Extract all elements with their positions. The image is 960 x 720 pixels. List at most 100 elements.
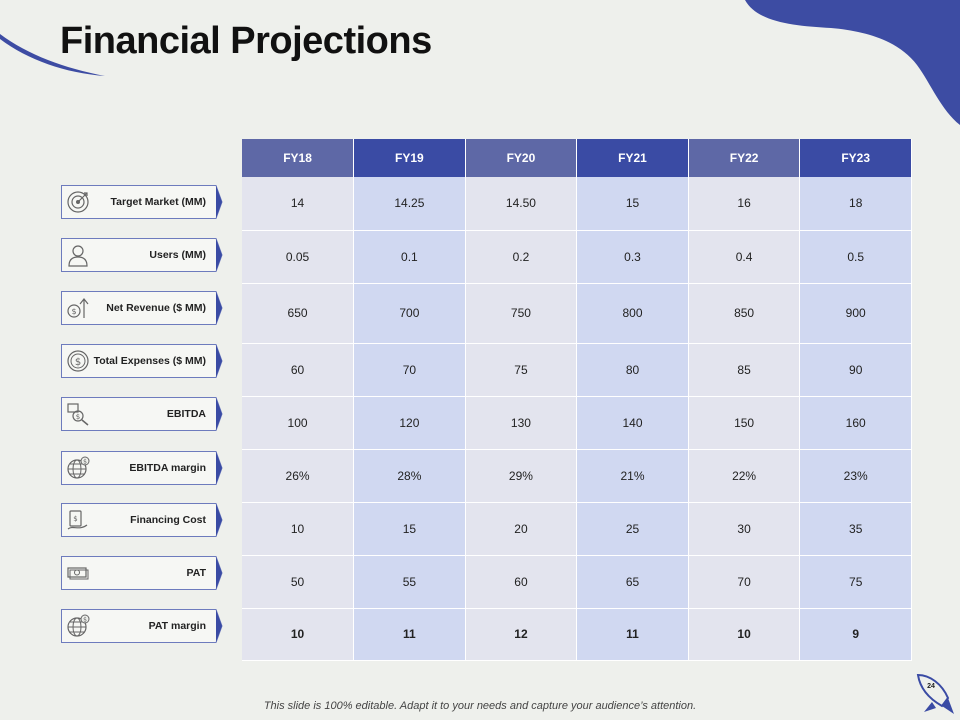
table-cell: 14.25 xyxy=(353,177,466,231)
financial-projections-table: FY18 FY19 FY20 FY21 FY22 FY23 14 14.25 1… xyxy=(242,139,912,661)
table-cell: 9 xyxy=(799,608,912,661)
table-cell: 14 xyxy=(242,177,355,231)
table-cell: 75 xyxy=(799,555,912,609)
table-row: 10 11 12 11 10 9 xyxy=(242,608,912,661)
row-label-ebitda-margin: $ EBITDA margin xyxy=(61,451,223,485)
label-chevron-shape xyxy=(61,238,223,272)
table-cell: 120 xyxy=(353,396,466,450)
year-header: FY18 xyxy=(242,139,355,177)
user-icon xyxy=(68,245,88,267)
row-label-text: Users (MM) xyxy=(149,249,206,261)
row-label-users: Users (MM) xyxy=(61,238,223,272)
row-label-target-market: Target Market (MM) xyxy=(61,185,223,219)
row-label-text: Target Market (MM) xyxy=(110,196,206,208)
label-chevron-shape xyxy=(61,503,223,537)
table-row: 100 120 130 140 150 160 xyxy=(242,396,912,450)
table-cell: 850 xyxy=(688,283,801,344)
table-row: 50 55 60 65 70 75 xyxy=(242,555,912,609)
table-cell: 650 xyxy=(242,283,355,344)
label-chevron-shape xyxy=(61,451,223,485)
table-cell: 750 xyxy=(465,283,578,344)
year-header: FY23 xyxy=(799,139,912,177)
rocket-icon xyxy=(916,673,954,714)
table-cell: 14.50 xyxy=(465,177,578,231)
year-header: FY22 xyxy=(688,139,801,177)
hand-device-icon: $ xyxy=(67,510,88,530)
table-cell: 0.4 xyxy=(688,230,801,284)
year-header: FY20 xyxy=(465,139,578,177)
row-label-text: Total Expenses ($ MM) xyxy=(93,355,206,367)
table-cell: 16 xyxy=(688,177,801,231)
target-icon xyxy=(67,191,89,213)
row-label-ebitda: $ EBITDA xyxy=(61,397,223,431)
table-cell: 0.3 xyxy=(576,230,689,284)
table-cell: 0.2 xyxy=(465,230,578,284)
table-row: 60 70 75 80 85 90 xyxy=(242,343,912,397)
year-header: FY21 xyxy=(576,139,689,177)
table-cell: 0.05 xyxy=(242,230,355,284)
coin-icon: $ xyxy=(67,350,89,372)
svg-text:$: $ xyxy=(73,515,77,523)
row-label-text: PAT margin xyxy=(148,620,206,632)
table-cell: 12 xyxy=(465,608,578,661)
table-cell: 70 xyxy=(353,343,466,397)
table-header-row: FY18 FY19 FY20 FY21 FY22 FY23 xyxy=(242,139,912,177)
label-chevron-shape xyxy=(61,556,223,590)
svg-text:$: $ xyxy=(75,357,81,368)
table-cell: 55 xyxy=(353,555,466,609)
corner-blob-decoration xyxy=(745,0,960,125)
svg-text:$: $ xyxy=(83,617,87,624)
row-label-financing-cost: $ Financing Cost xyxy=(61,503,223,537)
table-row: 14 14.25 14.50 15 16 18 xyxy=(242,177,912,231)
table-cell: 90 xyxy=(799,343,912,397)
row-label-total-expenses: $ Total Expenses ($ MM) xyxy=(61,344,223,378)
table-cell: 130 xyxy=(465,396,578,450)
label-chevron-shape xyxy=(61,609,223,643)
table-cell: 21% xyxy=(576,449,689,503)
table-row: 0.05 0.1 0.2 0.3 0.4 0.5 xyxy=(242,230,912,284)
svg-text:$: $ xyxy=(76,413,80,421)
table-cell: 160 xyxy=(799,396,912,450)
table-cell: 0.5 xyxy=(799,230,912,284)
table-cell: 29% xyxy=(465,449,578,503)
page-number: 24 xyxy=(927,683,935,690)
table-cell: 0.1 xyxy=(353,230,466,284)
table-cell: 26% xyxy=(242,449,355,503)
table-cell: 65 xyxy=(576,555,689,609)
table-cell: 35 xyxy=(799,502,912,556)
row-label-pat: PAT xyxy=(61,556,223,590)
table-cell: 25 xyxy=(576,502,689,556)
row-label-text: PAT xyxy=(186,567,206,579)
table-cell: 75 xyxy=(465,343,578,397)
table-cell: 30 xyxy=(688,502,801,556)
year-header: FY19 xyxy=(353,139,466,177)
table-cell: 23% xyxy=(799,449,912,503)
row-label-net-revenue: $ Net Revenue ($ MM) xyxy=(61,291,223,325)
label-chevron-shape xyxy=(61,344,223,378)
document-magnifier-icon: $ xyxy=(67,403,89,426)
table-cell: 10 xyxy=(242,608,355,661)
row-label-text: EBITDA xyxy=(166,408,206,420)
table-cell: 10 xyxy=(242,502,355,556)
table-row: 10 15 20 25 30 35 xyxy=(242,502,912,556)
table-cell: 60 xyxy=(242,343,355,397)
table-cell: 11 xyxy=(353,608,466,661)
globe-dollar-icon: $ xyxy=(67,456,90,479)
table-row: 650 700 750 800 850 900 xyxy=(242,283,912,344)
table-cell: 800 xyxy=(576,283,689,344)
table-cell: 140 xyxy=(576,396,689,450)
table-cell: 900 xyxy=(799,283,912,344)
table-cell: 150 xyxy=(688,396,801,450)
table-row: 26% 28% 29% 21% 22% 23% xyxy=(242,449,912,503)
row-label-text: EBITDA margin xyxy=(129,462,206,474)
row-label-text: Net Revenue ($ MM) xyxy=(106,302,206,314)
table-cell: 18 xyxy=(799,177,912,231)
label-chevron-shape xyxy=(61,291,223,325)
table-cell: 50 xyxy=(242,555,355,609)
table-cell: 80 xyxy=(576,343,689,397)
table-cell: 700 xyxy=(353,283,466,344)
svg-text:$: $ xyxy=(71,307,76,316)
table-cell: 22% xyxy=(688,449,801,503)
table-cell: 60 xyxy=(465,555,578,609)
table-cell: 20 xyxy=(465,502,578,556)
